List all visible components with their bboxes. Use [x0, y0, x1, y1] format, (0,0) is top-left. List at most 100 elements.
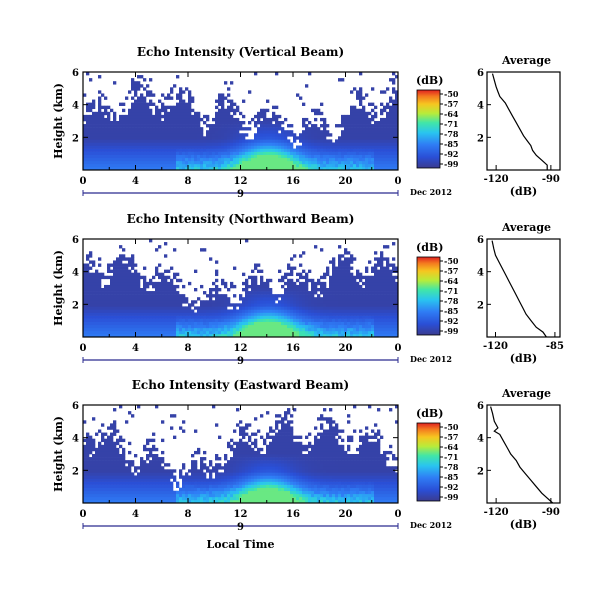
heatmap-cell	[392, 160, 396, 165]
heatmap-cell	[389, 303, 393, 307]
heatmap-cell	[182, 284, 186, 289]
heatmap-cell	[380, 133, 384, 137]
heatmap-cell	[146, 291, 150, 295]
heatmap-cell	[131, 96, 135, 100]
heatmap-cell	[347, 148, 351, 152]
heatmap-cell	[149, 148, 153, 152]
heatmap-cell	[395, 124, 399, 128]
heatmap-cell	[356, 318, 360, 322]
heatmap-cell	[230, 133, 234, 137]
heatmap-cell	[287, 272, 291, 277]
heatmap-cell	[278, 278, 282, 283]
heatmap-cell	[230, 102, 234, 106]
heatmap-cell	[206, 330, 210, 335]
heatmap-cell	[113, 154, 117, 159]
heatmap-cell	[104, 457, 108, 461]
heatmap-cell	[104, 450, 108, 455]
heatmap-cell	[182, 321, 186, 326]
heatmap-cell	[287, 142, 291, 146]
heatmap-cell	[269, 166, 273, 171]
heatmap-cell	[119, 148, 123, 152]
heatmap-cell	[83, 309, 87, 313]
heatmap-cell	[104, 139, 108, 143]
heatmap-cell	[245, 315, 249, 319]
heatmap-cell	[326, 142, 330, 146]
heatmap-cell	[359, 318, 363, 322]
heatmap-cell	[395, 300, 399, 304]
heatmap-cell	[155, 272, 159, 277]
heatmap-cell	[161, 291, 165, 295]
heatmap-cell	[218, 108, 222, 113]
heatmap-cell	[176, 291, 180, 295]
heatmap-cell	[98, 160, 102, 165]
heatmap-cell	[353, 139, 357, 143]
heatmap-cell	[260, 163, 264, 168]
heatmap-cell	[218, 114, 222, 119]
heatmap-cell	[392, 327, 396, 332]
heatmap-cell	[263, 136, 267, 140]
heatmap-cell	[149, 281, 153, 286]
date-label: Dec 2012	[410, 354, 452, 364]
heatmap-cell	[167, 312, 171, 316]
heatmap-cell	[293, 330, 297, 335]
heatmap-cell	[365, 327, 369, 332]
heatmap-cell	[140, 490, 144, 495]
heatmap-cell	[86, 438, 90, 443]
heatmap-cell	[317, 297, 321, 301]
heatmap-cell	[119, 133, 123, 137]
heatmap-cell	[386, 266, 390, 270]
heatmap-cell	[269, 130, 273, 134]
heatmap-cell	[203, 312, 207, 316]
heatmap-cell	[158, 124, 162, 128]
heatmap-cell	[386, 263, 390, 267]
heatmap-cell	[113, 157, 117, 162]
heatmap-cell	[137, 157, 141, 162]
heatmap-cell	[167, 297, 171, 301]
heatmap-cell	[149, 324, 153, 329]
heatmap-cell	[386, 318, 390, 322]
heatmap-cell	[239, 324, 243, 329]
heatmap-cell	[131, 78, 135, 82]
heatmap-cell	[272, 154, 276, 159]
heatmap-cell	[194, 154, 198, 159]
heatmap-cell	[317, 312, 321, 316]
heatmap-cell	[344, 136, 348, 140]
heatmap-cell	[110, 435, 114, 439]
heatmap-cell	[146, 447, 150, 452]
heatmap-cell	[308, 315, 312, 319]
heatmap-cell	[122, 166, 126, 171]
heatmap-cell	[164, 163, 168, 168]
heatmap-cell	[254, 275, 258, 280]
heatmap-cell	[374, 160, 378, 165]
heatmap-cell	[98, 330, 102, 335]
heatmap-cell	[161, 127, 165, 131]
heatmap-cell	[356, 284, 360, 289]
heatmap-cell	[344, 303, 348, 307]
heatmap-cell	[287, 291, 291, 295]
heatmap-cell	[347, 121, 351, 125]
heatmap-cell	[218, 127, 222, 131]
heatmap-cell	[281, 306, 285, 310]
heatmap-cell	[365, 93, 369, 97]
heatmap-cell	[161, 478, 165, 482]
heatmap-cell	[320, 309, 324, 313]
heatmap-cell	[242, 324, 246, 329]
heatmap-cell	[92, 303, 96, 307]
heatmap-cell	[272, 312, 276, 316]
heatmap-cell	[392, 139, 396, 143]
heatmap-cell	[323, 315, 327, 319]
heatmap-cell	[83, 281, 87, 286]
heatmap-cell	[107, 160, 111, 165]
y-tick-label: 6	[72, 235, 79, 246]
heatmap-cell	[185, 127, 189, 131]
heatmap-cell	[104, 284, 108, 289]
heatmap-cell	[95, 272, 99, 277]
heatmap-cell	[341, 275, 345, 280]
heatmap-cell	[332, 272, 336, 277]
heatmap-cell	[125, 272, 129, 277]
heatmap-cell	[254, 160, 258, 165]
heatmap-cell	[323, 333, 327, 338]
heatmap-cell	[206, 487, 210, 492]
heatmap-cell	[221, 312, 225, 316]
heatmap-cell	[380, 278, 384, 283]
